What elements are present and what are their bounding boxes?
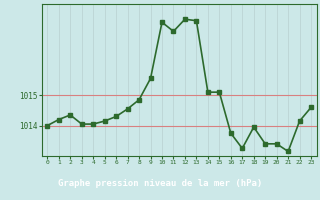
Text: Graphe pression niveau de la mer (hPa): Graphe pression niveau de la mer (hPa) bbox=[58, 179, 262, 188]
